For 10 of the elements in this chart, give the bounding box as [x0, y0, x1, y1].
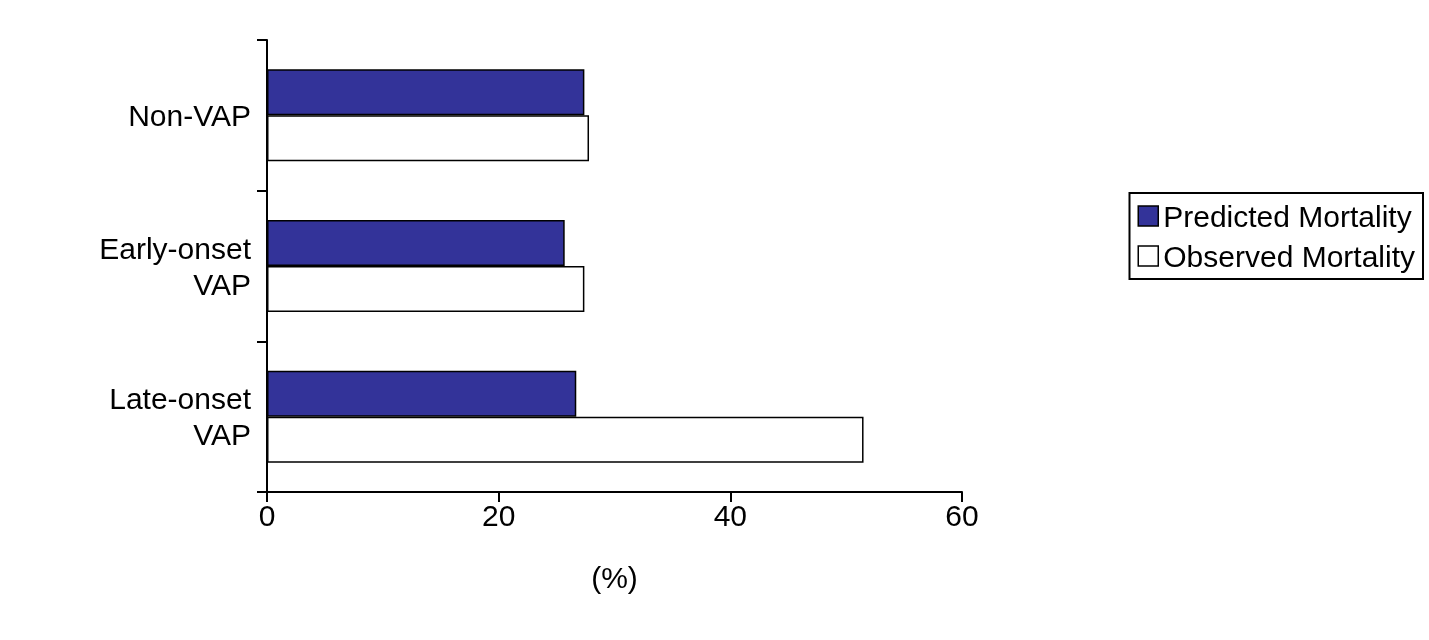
legend-label: Predicted Mortality	[1163, 199, 1412, 233]
x-axis-title: (%)	[591, 560, 638, 594]
legend-label: Observed Mortality	[1163, 239, 1415, 273]
x-tick-label: 40	[713, 498, 748, 532]
y-tick-label: Non-VAP	[128, 98, 251, 132]
x-tick-label: 20	[481, 498, 516, 532]
y-tick-label: Late-onset VAP	[109, 382, 252, 452]
x-tick-label: 60	[945, 498, 979, 532]
x-tick-label: 0	[258, 498, 276, 532]
y-tick-label: Early-onset VAP	[99, 231, 252, 301]
